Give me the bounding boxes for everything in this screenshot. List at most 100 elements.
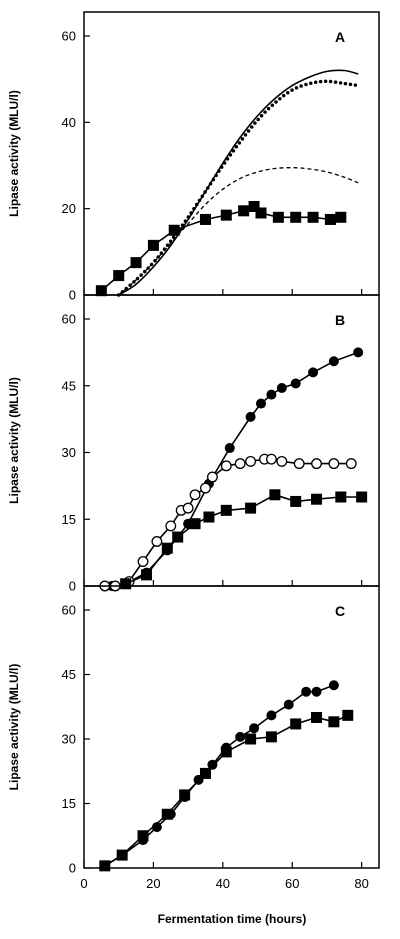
data-point <box>353 347 364 358</box>
data-point <box>328 716 340 728</box>
y-tick-label: 0 <box>69 288 76 303</box>
data-point <box>255 207 267 219</box>
data-point <box>301 686 312 697</box>
data-point <box>168 224 180 236</box>
data-point <box>116 849 128 861</box>
y-tick-label: 15 <box>62 796 76 811</box>
series-line <box>116 79 360 297</box>
data-point <box>165 520 177 532</box>
data-point <box>207 759 218 770</box>
data-point <box>235 731 246 742</box>
y-tick-label: 45 <box>62 378 76 393</box>
data-point <box>249 723 260 734</box>
data-point <box>137 556 149 567</box>
panel-B: 0 15 30 45 60 B Lipase activity (MLU/l) <box>7 294 380 594</box>
y-tick-label: 0 <box>69 861 76 876</box>
data-point <box>342 709 354 721</box>
series-filled-square <box>95 201 347 297</box>
panel-label: A <box>335 29 345 45</box>
data-point <box>311 493 323 505</box>
data-point <box>203 511 215 523</box>
data-point <box>356 491 368 503</box>
data-point <box>276 382 287 393</box>
data-point <box>245 733 257 745</box>
panel-A: 0 20 40 60 A Lipase activity (MLU/l) <box>7 11 380 303</box>
data-point <box>290 495 302 507</box>
panel-label: B <box>335 312 345 328</box>
data-point <box>130 257 142 269</box>
data-point <box>245 502 257 514</box>
data-point <box>311 712 323 723</box>
data-point <box>290 718 302 730</box>
data-point <box>324 213 336 225</box>
data-point <box>113 270 125 282</box>
y-axis-title: Lipase activity (MLU/l) <box>7 664 21 791</box>
data-point <box>189 489 201 501</box>
data-point <box>161 542 173 554</box>
data-point <box>265 731 277 743</box>
data-point <box>335 491 347 503</box>
y-tick-label: 15 <box>62 512 76 527</box>
series-line <box>118 167 359 296</box>
data-point <box>345 458 357 470</box>
data-point <box>238 205 250 217</box>
data-point <box>293 458 305 470</box>
data-point <box>307 211 319 223</box>
data-point <box>206 471 218 483</box>
x-tick-label: 60 <box>285 876 299 891</box>
x-tick-label: 0 <box>80 876 87 891</box>
data-point <box>272 211 284 223</box>
series-solid <box>118 69 359 296</box>
data-point <box>220 504 232 516</box>
data-point <box>335 211 347 223</box>
data-point <box>290 378 301 389</box>
data-point <box>283 699 294 710</box>
data-point <box>220 746 232 758</box>
data-point <box>199 213 211 225</box>
data-point <box>199 767 211 779</box>
data-point <box>290 211 302 223</box>
y-tick-label: 0 <box>69 579 76 594</box>
data-point <box>151 822 162 833</box>
data-point <box>276 455 288 467</box>
data-point <box>311 458 322 470</box>
series-filled-square <box>99 709 354 872</box>
y-axis-title: Lipase activity (MLU/l) <box>7 377 21 504</box>
data-point <box>220 209 232 221</box>
series-dashed <box>118 167 359 296</box>
data-point <box>95 285 107 297</box>
data-point <box>269 489 281 501</box>
y-tick-label: 45 <box>62 667 76 682</box>
data-point <box>308 367 319 378</box>
series-filled-square <box>120 489 368 590</box>
data-point <box>266 710 277 721</box>
data-point <box>182 502 194 514</box>
data-point <box>224 443 235 454</box>
data-point <box>179 789 191 801</box>
plot-frame <box>83 585 380 869</box>
y-tick-label: 60 <box>62 29 76 44</box>
data-point <box>245 455 257 467</box>
chart-panels: 0 20 40 60 A Lipase activity (MLU/l) 0 15 30 45 60… <box>7 11 380 891</box>
data-point <box>99 860 111 872</box>
y-axis-title: Lipase activity (MLU/l) <box>7 90 21 217</box>
data-point <box>248 201 260 213</box>
data-point <box>147 239 159 251</box>
data-point <box>265 453 277 465</box>
x-tick-label: 40 <box>216 876 230 891</box>
y-tick-label: 30 <box>62 445 76 460</box>
data-point <box>328 458 340 470</box>
data-point <box>200 482 211 494</box>
series-line <box>104 684 335 867</box>
data-point <box>140 569 152 581</box>
series-open-circle <box>99 453 357 592</box>
plot-frame <box>83 294 380 587</box>
data-point <box>328 680 339 691</box>
data-point <box>328 356 339 367</box>
series-line <box>104 458 352 587</box>
series-line <box>118 69 359 296</box>
x-axis-title: Fermentation time (hours) <box>158 912 307 926</box>
data-point <box>256 398 266 409</box>
data-point <box>161 808 173 820</box>
